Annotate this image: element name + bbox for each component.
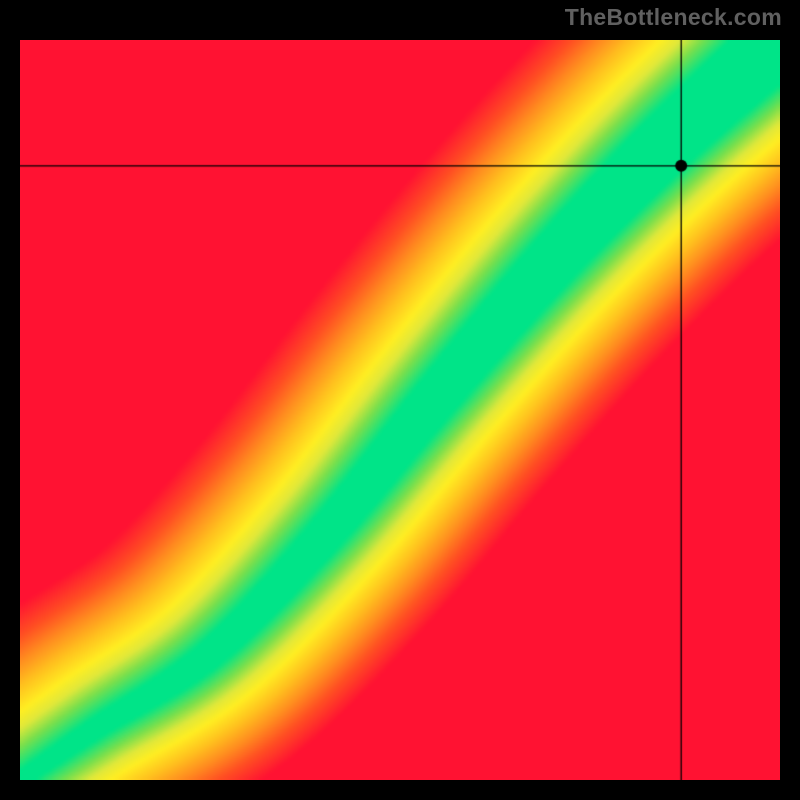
plot-area (20, 40, 780, 780)
chart-container: TheBottleneck.com (0, 0, 800, 800)
heatmap-canvas (20, 40, 780, 780)
watermark-text: TheBottleneck.com (565, 4, 782, 31)
